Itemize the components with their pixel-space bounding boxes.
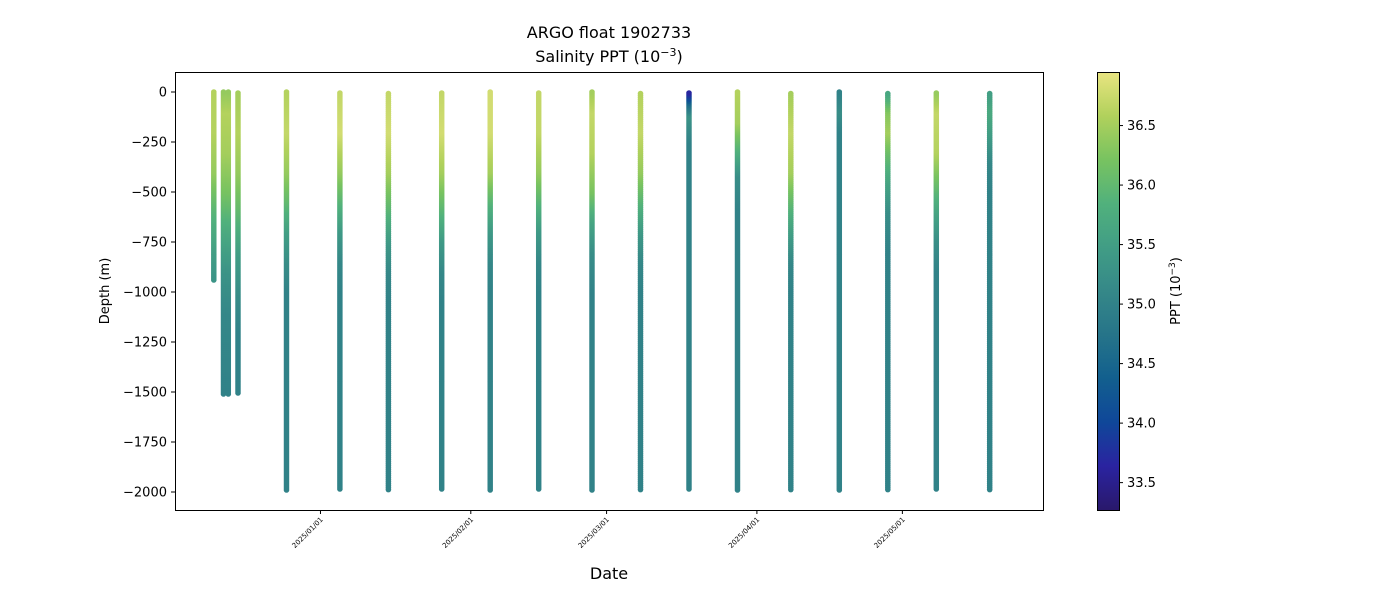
y-tick-label: −1000 xyxy=(123,286,167,301)
x-tick-label: 2025/04/01 xyxy=(727,516,761,550)
profile-14 xyxy=(734,89,741,493)
x-tick-label: 2025/03/01 xyxy=(577,516,611,550)
profile-point xyxy=(235,90,241,96)
profile-point xyxy=(535,90,542,96)
profile-13 xyxy=(686,90,692,492)
profile-point xyxy=(933,90,940,96)
y-axis: 0 −250 −500 −750 −1000 −1250 −1500 −1750 −2000 xyxy=(123,86,175,501)
x-tick-label: 2025/01/01 xyxy=(291,516,325,550)
profile-point xyxy=(337,90,343,96)
plot-background xyxy=(175,72,1043,510)
profile-point xyxy=(220,89,227,95)
x-axis-label: Date xyxy=(590,564,628,583)
profile-15 xyxy=(788,90,794,493)
profile-point xyxy=(438,90,445,96)
profile-point xyxy=(589,89,595,95)
chart-subtitle-close: ) xyxy=(677,47,683,66)
y-tick-label: 0 xyxy=(159,86,167,101)
profile-point xyxy=(487,89,494,95)
profile-point xyxy=(225,89,232,95)
chart-title: ARGO float 1902733 xyxy=(527,23,691,42)
profile-4 xyxy=(235,90,241,396)
x-tick-label: 2025/02/01 xyxy=(441,516,475,550)
colorbar-tick-label: 36.0 xyxy=(1127,179,1156,194)
colorbar-tick-label: 34.0 xyxy=(1127,417,1156,432)
profile-point xyxy=(734,89,741,95)
y-tick-label: −1500 xyxy=(123,386,167,401)
profile-7 xyxy=(385,90,392,493)
profile-3 xyxy=(225,89,232,397)
profile-5 xyxy=(283,89,290,493)
colorbar-tick-label: 33.5 xyxy=(1127,476,1156,491)
colorbar-label-close: ) xyxy=(1169,257,1184,262)
profile-scatter-marks xyxy=(211,89,993,493)
profile-12 xyxy=(637,90,644,493)
colorbar-ticks: 33.5 34.0 34.5 35.0 35.5 36.0 36.5 xyxy=(1119,119,1156,491)
profile-17 xyxy=(885,90,891,493)
profile-point xyxy=(788,90,794,97)
profile-16 xyxy=(836,89,843,493)
profile-11 xyxy=(589,89,595,493)
profile-point xyxy=(686,90,692,96)
y-tick-label: −1750 xyxy=(123,436,167,451)
colorbar-label-text: PPT (10 xyxy=(1169,275,1184,324)
profile-6 xyxy=(337,90,343,492)
profile-9 xyxy=(487,89,494,493)
profile-19 xyxy=(986,90,993,493)
y-tick-label: −250 xyxy=(131,136,167,151)
chart-subtitle-text: Salinity PPT (10 xyxy=(535,47,660,66)
profile-8 xyxy=(438,90,445,492)
profile-point xyxy=(836,89,843,95)
profile-10 xyxy=(535,90,542,492)
colorbar-tick-label: 35.0 xyxy=(1127,298,1156,313)
colorbar-tick-label: 34.5 xyxy=(1127,357,1156,372)
x-axis: 2025/01/01 2025/02/01 2025/03/01 2025/04/01… xyxy=(291,510,907,550)
x-tick-label: 2025/05/01 xyxy=(873,516,907,550)
y-tick-label: −2000 xyxy=(123,486,167,501)
colorbar-tick-label: 35.5 xyxy=(1127,238,1156,253)
profile-1 xyxy=(211,89,217,283)
profile-point xyxy=(211,89,217,95)
profile-18 xyxy=(933,90,940,492)
y-tick-label: −750 xyxy=(131,236,167,251)
profile-point xyxy=(885,90,891,97)
y-tick-label: −1250 xyxy=(123,336,167,351)
profile-point xyxy=(637,90,644,97)
profile-point xyxy=(385,90,392,97)
colorbar-label-superscript: −3 xyxy=(1168,262,1178,275)
colorbar xyxy=(1097,72,1119,510)
y-tick-label: −500 xyxy=(131,186,167,201)
colorbar-label: PPT (10−3) xyxy=(1168,257,1184,325)
chart-subtitle-superscript: −3 xyxy=(660,46,676,59)
y-axis-label: Depth (m) xyxy=(98,258,113,325)
profile-point xyxy=(986,90,993,97)
profile-2 xyxy=(220,89,227,397)
colorbar-tick-label: 36.5 xyxy=(1127,119,1156,134)
profile-point xyxy=(283,89,290,95)
chart-subtitle: Salinity PPT (10−3) xyxy=(535,46,683,66)
